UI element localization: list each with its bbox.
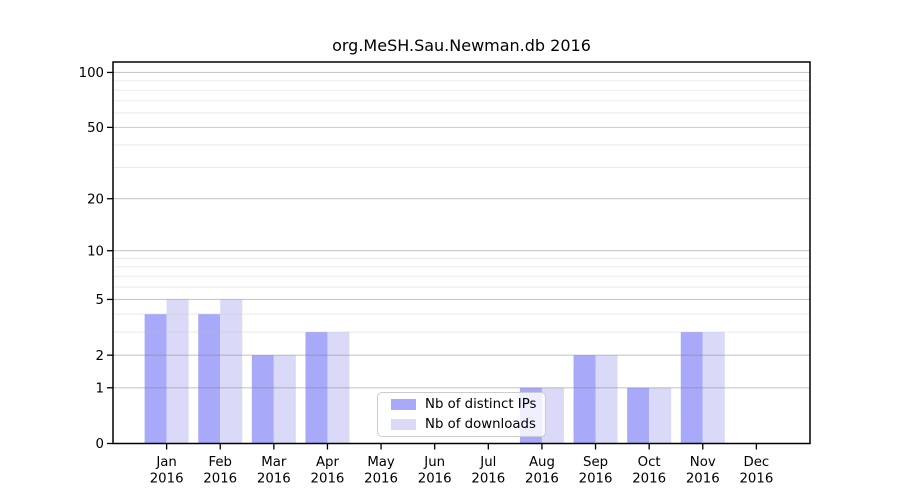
legend-item-distinct-ips: Nb of distinct IPs bbox=[391, 395, 545, 415]
bar-sep-series0 bbox=[573, 355, 596, 444]
xtick-label-oct: Oct bbox=[638, 455, 661, 470]
xtick-label-jul: Jul bbox=[479, 455, 496, 470]
xtick-label-oct-year: 2016 bbox=[632, 472, 666, 487]
bar-mar-series1 bbox=[273, 355, 296, 444]
xtick-label-jul-year: 2016 bbox=[471, 472, 505, 487]
xtick-label-feb: Feb bbox=[208, 455, 232, 470]
xtick-label-jan-year: 2016 bbox=[150, 472, 184, 487]
ytick-label-100: 100 bbox=[79, 66, 104, 81]
xtick-label-aug-year: 2016 bbox=[525, 472, 559, 487]
bar-jan-series0 bbox=[144, 314, 167, 444]
legend: Nb of distinct IPs Nb of downloads bbox=[377, 392, 546, 437]
xtick-label-jun: Jun bbox=[423, 455, 445, 470]
xtick-label-mar: Mar bbox=[261, 455, 287, 470]
bar-aug-series1 bbox=[541, 387, 564, 444]
xtick-label-sep-year: 2016 bbox=[579, 472, 613, 487]
xtick-label-apr-year: 2016 bbox=[311, 472, 345, 487]
xtick-label-mar-year: 2016 bbox=[257, 472, 291, 487]
legend-swatch-downloads bbox=[391, 419, 416, 430]
xtick-label-dec-year: 2016 bbox=[739, 472, 773, 487]
ytick-label-10: 10 bbox=[87, 244, 104, 259]
xtick-label-may: May bbox=[367, 455, 395, 470]
bar-oct-series1 bbox=[649, 387, 672, 444]
xtick-label-jun-year: 2016 bbox=[418, 472, 452, 487]
legend-item-downloads: Nb of downloads bbox=[391, 415, 545, 435]
ytick-label-1: 1 bbox=[96, 381, 104, 396]
xtick-label-feb-year: 2016 bbox=[203, 472, 237, 487]
xtick-label-may-year: 2016 bbox=[364, 472, 398, 487]
bar-sep-series1 bbox=[595, 355, 618, 444]
ytick-label-0: 0 bbox=[96, 437, 104, 452]
bar-apr-series0 bbox=[305, 332, 328, 444]
ytick-label-50: 50 bbox=[87, 121, 104, 136]
axes-box bbox=[112, 61, 811, 445]
xtick-label-apr: Apr bbox=[316, 455, 340, 470]
chart-title: org.MeSH.Sau.Newman.db 2016 bbox=[332, 36, 591, 55]
bar-nov-series1 bbox=[702, 332, 725, 444]
bar-feb-series0 bbox=[198, 314, 221, 444]
ytick-label-20: 20 bbox=[87, 192, 104, 207]
ytick-label-2: 2 bbox=[96, 349, 104, 364]
ytick-label-5: 5 bbox=[96, 293, 104, 308]
bar-feb-series1 bbox=[220, 299, 243, 444]
xtick-label-dec: Dec bbox=[744, 455, 770, 470]
bar-oct-series0 bbox=[627, 387, 650, 444]
legend-label-distinct-ips: Nb of distinct IPs bbox=[425, 397, 537, 412]
legend-label-downloads: Nb of downloads bbox=[425, 417, 536, 432]
xtick-label-jan: Jan bbox=[155, 455, 177, 470]
bar-apr-series1 bbox=[327, 332, 350, 444]
bar-nov-series0 bbox=[680, 332, 703, 444]
legend-swatch-distinct-ips bbox=[391, 399, 416, 410]
xtick-label-sep: Sep bbox=[583, 455, 608, 470]
bar-jan-series1 bbox=[166, 299, 189, 444]
xtick-label-nov: Nov bbox=[690, 455, 716, 470]
xtick-label-nov-year: 2016 bbox=[686, 472, 720, 487]
bar-mar-series0 bbox=[251, 355, 274, 444]
xtick-label-aug: Aug bbox=[529, 455, 555, 470]
